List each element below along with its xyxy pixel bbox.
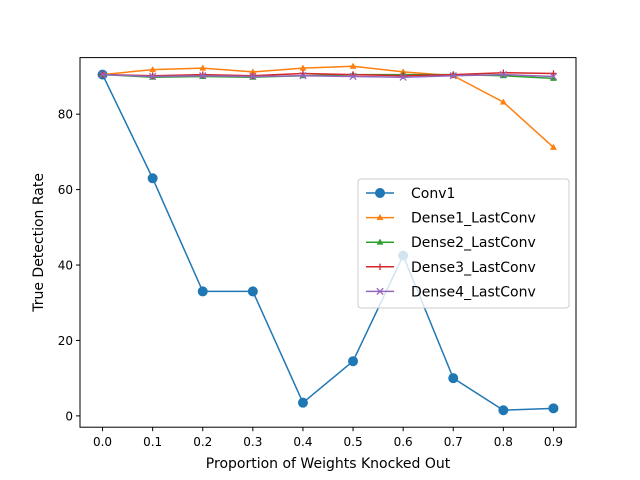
data-point — [148, 72, 157, 81]
y-axis-label: True Detection Rate — [31, 173, 47, 313]
data-point — [548, 403, 559, 414]
legend-box — [357, 178, 570, 309]
x-tick-label: 0.8 — [494, 435, 513, 449]
data-point — [199, 72, 207, 80]
series-line — [101, 74, 554, 411]
y-axis-ticks: 0 20 40 60 80 — [58, 108, 80, 423]
data-point — [450, 71, 457, 78]
series-line — [102, 71, 554, 77]
data-point — [498, 405, 509, 416]
data-point — [449, 72, 457, 80]
legend-marker — [375, 188, 385, 198]
legend-label: Conv1 — [411, 186, 455, 202]
legend-marker — [376, 213, 384, 221]
plot-series — [97, 62, 559, 416]
data-point — [297, 397, 308, 408]
data-point — [499, 98, 507, 105]
legend-entry: Dense4_LastConv — [366, 284, 536, 300]
x-tick-label: 0.0 — [93, 435, 112, 449]
legend-label: Dense3_LastConv — [411, 260, 536, 276]
x-tick-label: 0.4 — [293, 435, 312, 449]
data-point — [199, 64, 207, 71]
legend-label: Dense1_LastConv — [411, 211, 536, 227]
legend-entry: Dense2_LastConv — [366, 235, 536, 251]
x-tick-label: 0.5 — [344, 435, 363, 449]
data-point — [147, 173, 158, 184]
series-line — [102, 65, 554, 148]
data-point — [549, 72, 558, 81]
y-tick-label: 0 — [65, 409, 73, 423]
data-point — [349, 72, 357, 81]
data-point — [299, 72, 307, 80]
legend-entry: Conv1 — [366, 186, 455, 202]
data-point — [149, 65, 157, 73]
data-point — [448, 373, 459, 384]
series-line — [102, 73, 554, 78]
x-axis-label: Proportion of Weights Knocked Out — [206, 456, 451, 472]
x-tick-label: 0.3 — [243, 435, 262, 449]
data-point — [249, 72, 257, 81]
legend-marker — [376, 287, 384, 296]
x-tick-label: 0.1 — [143, 435, 162, 449]
data-point — [549, 143, 557, 150]
series-conv1 — [97, 69, 559, 416]
y-tick-label: 20 — [58, 334, 73, 348]
y-tick-label: 40 — [58, 259, 73, 273]
data-point — [499, 70, 508, 79]
x-tick-label: 0.7 — [444, 435, 463, 449]
legend-marker — [376, 238, 384, 245]
data-point — [247, 286, 258, 297]
legend-label: Dense4_LastConv — [411, 284, 536, 300]
data-point — [98, 70, 107, 79]
data-point — [197, 286, 208, 297]
data-point — [199, 71, 206, 78]
x-tick-label: 0.2 — [193, 435, 212, 449]
x-tick-label: 0.9 — [544, 435, 563, 449]
legend-entry: Dense3_LastConv — [366, 260, 536, 276]
data-point — [348, 356, 359, 367]
legend-label: Dense2_LastConv — [411, 235, 536, 251]
y-tick-label: 60 — [58, 183, 73, 197]
series-dense4-lastconv — [98, 70, 558, 81]
data-point — [349, 62, 357, 69]
legend-marker — [376, 263, 384, 270]
legend-entry: Dense1_LastConv — [366, 211, 536, 227]
plot-frame — [79, 57, 577, 428]
x-tick-label: 0.6 — [394, 435, 413, 449]
data-point — [399, 73, 407, 81]
legend: Conv1 Dense1_LastConv Dense2_LastConv Dense… — [357, 178, 570, 309]
y-tick-label: 80 — [58, 108, 73, 122]
x-axis-ticks: 0.0 0.1 0.2 0.3 0.4 0.5 0.6 0.7 0.8 0.9 — [93, 427, 563, 449]
